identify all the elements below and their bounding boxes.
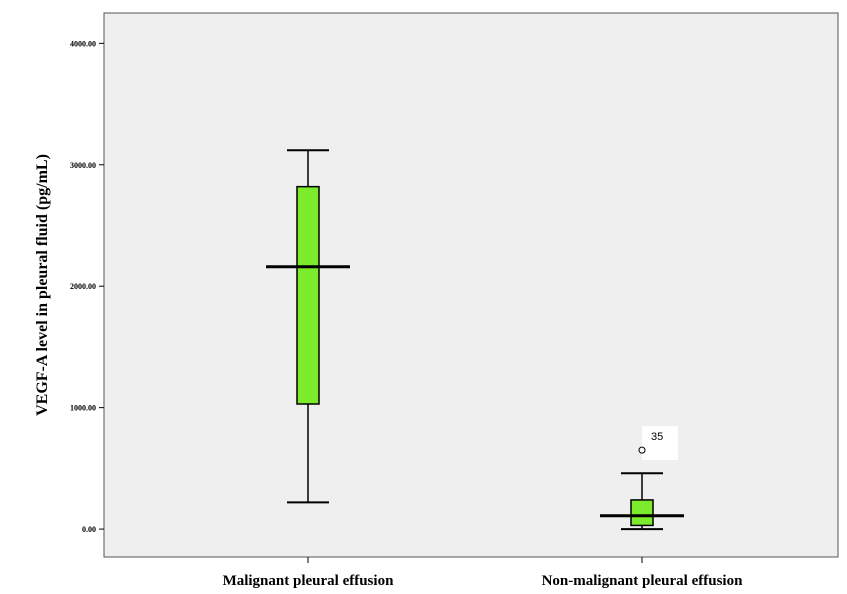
y-axis-title: VEGF-A level in pleural fluid (pg/mL) [34,154,51,416]
y-tick-label: 2000.00 [70,282,96,291]
y-tick-label: 4000.00 [70,39,96,48]
iqr-box [296,185,320,405]
y-axis: 0.00 1000.00 2000.00 3000.00 4000.00 [70,39,104,534]
outlier-label-background [642,426,678,461]
y-tick-label: 3000.00 [70,161,96,170]
boxes-layer: 35 [266,149,684,531]
outlier-point [638,446,646,454]
y-tick-label: 0.00 [82,525,96,534]
y-tick-label: 1000.00 [70,404,96,413]
x-category-label: Non-malignant pleural effusion [542,573,744,589]
iqr-box [630,499,654,527]
x-axis: Malignant pleural effusion Non-malignant … [223,557,744,589]
plot-area [103,12,839,558]
x-category-label: Malignant pleural effusion [223,573,395,589]
outlier-label: 35 [651,431,663,443]
